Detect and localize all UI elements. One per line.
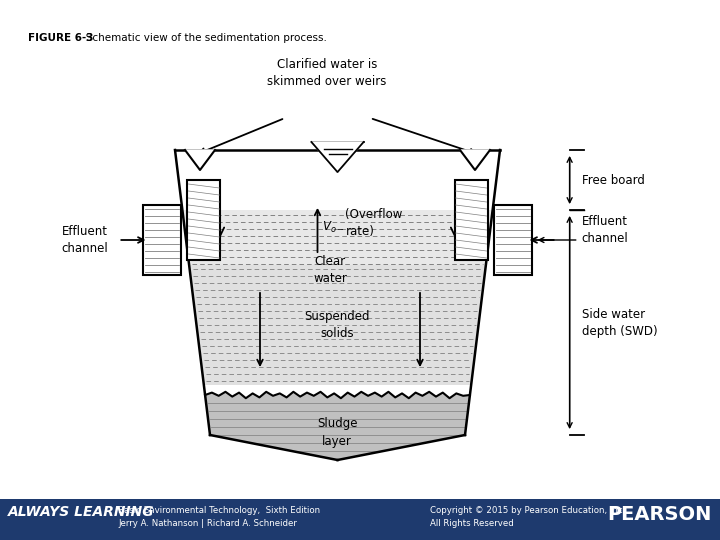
Text: Effluent
channel: Effluent channel (582, 215, 629, 245)
Polygon shape (175, 150, 500, 210)
Bar (143, 205, 181, 275)
Polygon shape (312, 142, 364, 172)
Text: FIGURE 6-3: FIGURE 6-3 (28, 33, 94, 43)
Bar (454, 180, 487, 260)
Polygon shape (182, 210, 492, 265)
Text: Clarified water is
skimmed over weirs: Clarified water is skimmed over weirs (267, 58, 387, 88)
Bar (494, 205, 531, 275)
Polygon shape (185, 150, 215, 170)
Text: Basic Environmental Technology,  Sixth Edition
Jerry A. Nathanson | Richard A. S: Basic Environmental Technology, Sixth Ed… (118, 506, 320, 528)
Text: Effluent
channel: Effluent channel (62, 225, 109, 255)
Polygon shape (205, 392, 470, 460)
Text: Free board: Free board (582, 173, 644, 186)
Text: Side water
depth (SWD): Side water depth (SWD) (582, 307, 657, 338)
Polygon shape (460, 150, 490, 170)
Bar (187, 180, 220, 260)
Text: (Overflow
rate): (Overflow rate) (346, 208, 403, 238)
Text: Clear
water: Clear water (313, 255, 347, 285)
Bar (0, 499, 720, 540)
Text: Sludge
layer: Sludge layer (317, 417, 357, 448)
Text: PEARSON: PEARSON (608, 505, 712, 524)
Text: Suspended
solids: Suspended solids (305, 310, 370, 340)
Polygon shape (189, 265, 486, 385)
Text: Copyright © 2015 by Pearson Education, Inc
All Rights Reserved: Copyright © 2015 by Pearson Education, I… (430, 506, 623, 528)
Text: Schematic view of the sedimentation process.: Schematic view of the sedimentation proc… (76, 33, 327, 43)
Text: ALWAYS LEARNING: ALWAYS LEARNING (8, 505, 155, 519)
Text: $V_{o-}$: $V_{o-}$ (323, 219, 345, 234)
